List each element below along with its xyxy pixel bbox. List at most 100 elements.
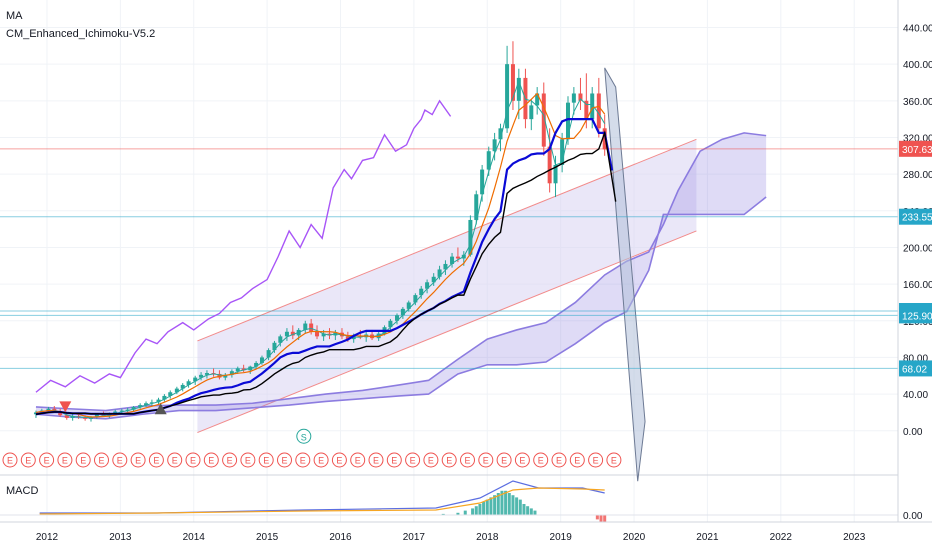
earnings-marker xyxy=(514,452,530,468)
earnings-marker-label: E xyxy=(483,456,489,466)
earnings-marker xyxy=(423,452,439,468)
earnings-marker xyxy=(203,452,219,468)
x-tick-label: 2023 xyxy=(843,532,866,543)
earnings-marker xyxy=(57,452,73,468)
candle-body xyxy=(58,411,63,416)
legend-ichimoku[interactable]: CM_Enhanced_Ichimoku-V5.2 xyxy=(6,28,156,40)
earnings-marker-label: E xyxy=(98,456,104,466)
candle-body xyxy=(223,374,228,378)
macd-histogram-bar xyxy=(482,501,486,515)
candle-body xyxy=(303,323,308,330)
earnings-marker-label: E xyxy=(428,456,434,466)
earnings-marker-label: E xyxy=(208,456,214,466)
earnings-marker xyxy=(478,452,494,468)
macd-histogram-bar xyxy=(456,512,460,515)
candle-body xyxy=(584,100,589,120)
candle-body xyxy=(413,295,418,303)
candle-body xyxy=(138,405,143,407)
candle-body xyxy=(450,256,455,264)
macd-signal-line xyxy=(39,487,605,515)
candle-body xyxy=(204,373,209,375)
cloud-upper-line xyxy=(35,132,767,412)
candle-body xyxy=(400,308,405,316)
earnings-marker xyxy=(185,452,201,468)
legend-macd[interactable]: MACD xyxy=(6,485,39,497)
earnings-marker-label: E xyxy=(25,456,31,466)
y-tick-label: 360.00 xyxy=(903,97,932,108)
legend-ma[interactable]: MA xyxy=(6,10,23,22)
earnings-marker-label: E xyxy=(281,456,287,466)
candle-body xyxy=(101,414,106,417)
ichimoku-cloud xyxy=(35,132,767,419)
earnings-marker xyxy=(130,452,146,468)
candle-body xyxy=(437,269,442,277)
y-tick-label: 320.00 xyxy=(903,133,932,144)
x-tick-label: 2017 xyxy=(403,532,426,543)
earnings-marker xyxy=(148,452,164,468)
candle-body xyxy=(217,373,222,378)
candle-body xyxy=(309,323,314,332)
candle-body xyxy=(119,410,124,412)
macd-histogram-bar xyxy=(500,490,504,515)
candle-body xyxy=(229,371,234,375)
earnings-marker-label: E xyxy=(336,456,342,466)
candle-body xyxy=(266,350,271,358)
earnings-marker-label: E xyxy=(62,456,68,466)
earnings-marker xyxy=(39,452,55,468)
x-tick-label: 2021 xyxy=(696,532,719,543)
macd-histogram-bar xyxy=(496,493,500,515)
candle-body xyxy=(486,151,491,170)
macd-histogram-bar xyxy=(511,495,515,515)
earnings-marker-label: E xyxy=(44,456,50,466)
candle-body xyxy=(193,377,198,382)
earnings-marker xyxy=(20,452,36,468)
macd-tick-label: 0.00 xyxy=(903,511,923,522)
earnings-marker xyxy=(2,452,18,468)
candle-body xyxy=(174,388,179,393)
earnings-marker xyxy=(533,452,549,468)
price-label-text: 233.55 xyxy=(902,213,932,224)
candle-body xyxy=(547,146,552,184)
x-tick-label: 2019 xyxy=(550,532,573,543)
ma-teal-line xyxy=(35,79,606,419)
candle-body xyxy=(345,336,350,340)
indicator-lines xyxy=(35,79,617,419)
macd-histogram-bar xyxy=(489,497,493,515)
macd-histogram-bar xyxy=(515,497,519,515)
y-tick-label: 0.00 xyxy=(903,427,923,438)
earnings-marker xyxy=(75,452,91,468)
earnings-marker xyxy=(441,452,457,468)
candle-body xyxy=(278,336,283,343)
x-tick-label: 2014 xyxy=(183,532,206,543)
earnings-marker-label: E xyxy=(574,456,580,466)
macd-histogram-bar xyxy=(471,508,475,515)
earnings-marker xyxy=(460,452,475,468)
x-tick-label: 2020 xyxy=(623,532,646,543)
candle-body xyxy=(321,333,326,337)
candle-body xyxy=(64,415,69,418)
earnings-marker xyxy=(405,452,421,468)
x-tick-label: 2022 xyxy=(770,532,793,543)
earnings-marker xyxy=(313,452,329,468)
earnings-marker xyxy=(551,452,567,468)
earnings-marker-label: E xyxy=(117,456,123,466)
macd-histogram-bar xyxy=(526,506,530,515)
candle-body xyxy=(602,128,607,150)
earnings-marker xyxy=(368,452,384,468)
y-tick-label: 160.00 xyxy=(903,280,932,291)
cloud-lower-line xyxy=(35,196,767,420)
candle-body xyxy=(241,368,246,371)
background-layers xyxy=(35,67,767,482)
candle-body xyxy=(474,194,479,220)
candle-body xyxy=(596,93,601,129)
candle-body xyxy=(455,256,460,259)
x-tick-label: 2012 xyxy=(36,532,59,543)
y-tick-label: 280.00 xyxy=(903,170,932,181)
candle-body xyxy=(131,406,136,410)
macd-histogram-bar xyxy=(474,506,478,515)
candle-body xyxy=(492,139,497,152)
earnings-marker xyxy=(295,452,311,468)
candle-body xyxy=(149,402,154,404)
